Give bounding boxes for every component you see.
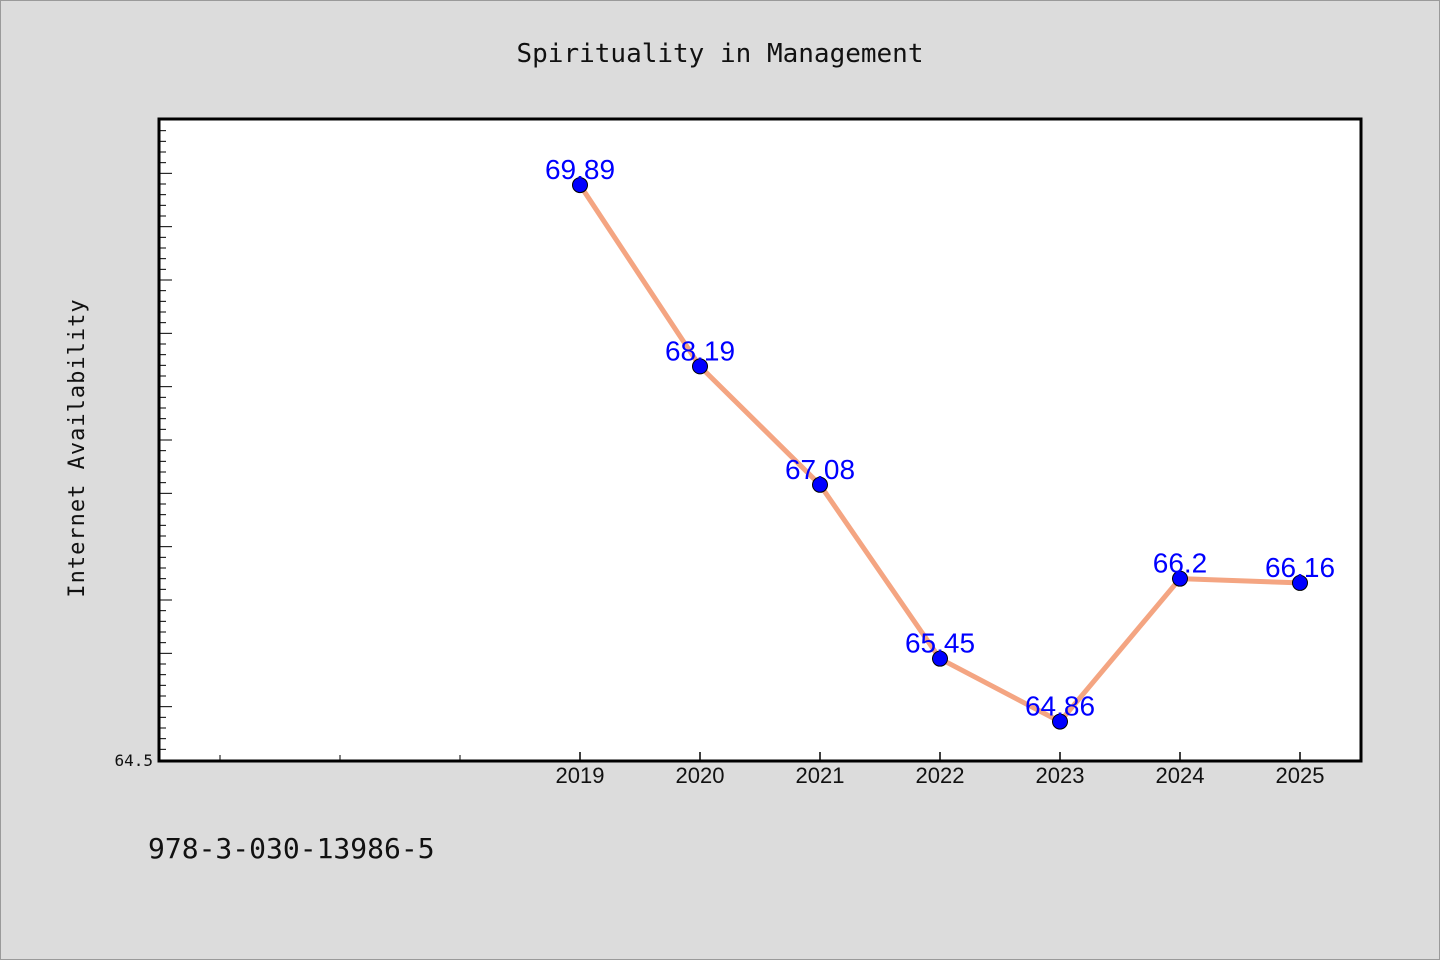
data-point-marker — [572, 177, 588, 194]
data-point-marker — [1292, 574, 1308, 591]
data-label: 68.19 — [665, 335, 735, 366]
data-point-marker — [1172, 570, 1188, 587]
y-axis-label: Internet Availability — [65, 298, 90, 597]
data-label: 66.2 — [1153, 548, 1208, 579]
data-label: 66.16 — [1265, 552, 1335, 583]
plot-area — [157, 117, 1363, 763]
data-labels: 69.89 68.19 67.08 65.45 64.86 66.2 66.16 — [545, 154, 1335, 722]
data-point-marker — [812, 476, 828, 493]
chart-title: Spirituality in Management — [517, 39, 924, 69]
data-markers — [572, 177, 1308, 730]
x-tick-label: 2023 — [1036, 763, 1085, 788]
isbn-text: 978-3-030-13986-5 — [148, 832, 435, 865]
data-point-marker — [932, 650, 948, 667]
x-tick-label: 2025 — [1276, 763, 1325, 788]
data-label: 67.08 — [785, 454, 855, 485]
data-label: 64.86 — [1025, 691, 1095, 722]
y-tick-label: 64.5 — [114, 751, 153, 770]
x-tick-label: 2022 — [916, 763, 965, 788]
x-tick-label: 2019 — [556, 763, 605, 788]
x-axis-ticks: 2019 2020 2021 2022 2023 2024 2025 — [556, 752, 1325, 788]
data-point-marker — [692, 358, 708, 375]
x-tick-label: 2021 — [796, 763, 845, 788]
data-label: 65.45 — [905, 628, 975, 659]
x-tick-label: 2020 — [676, 763, 725, 788]
data-label: 69.89 — [545, 154, 615, 185]
tick-marks — [160, 119, 461, 761]
x-tick-label: 2024 — [1156, 763, 1205, 788]
data-point-marker — [1052, 713, 1068, 730]
